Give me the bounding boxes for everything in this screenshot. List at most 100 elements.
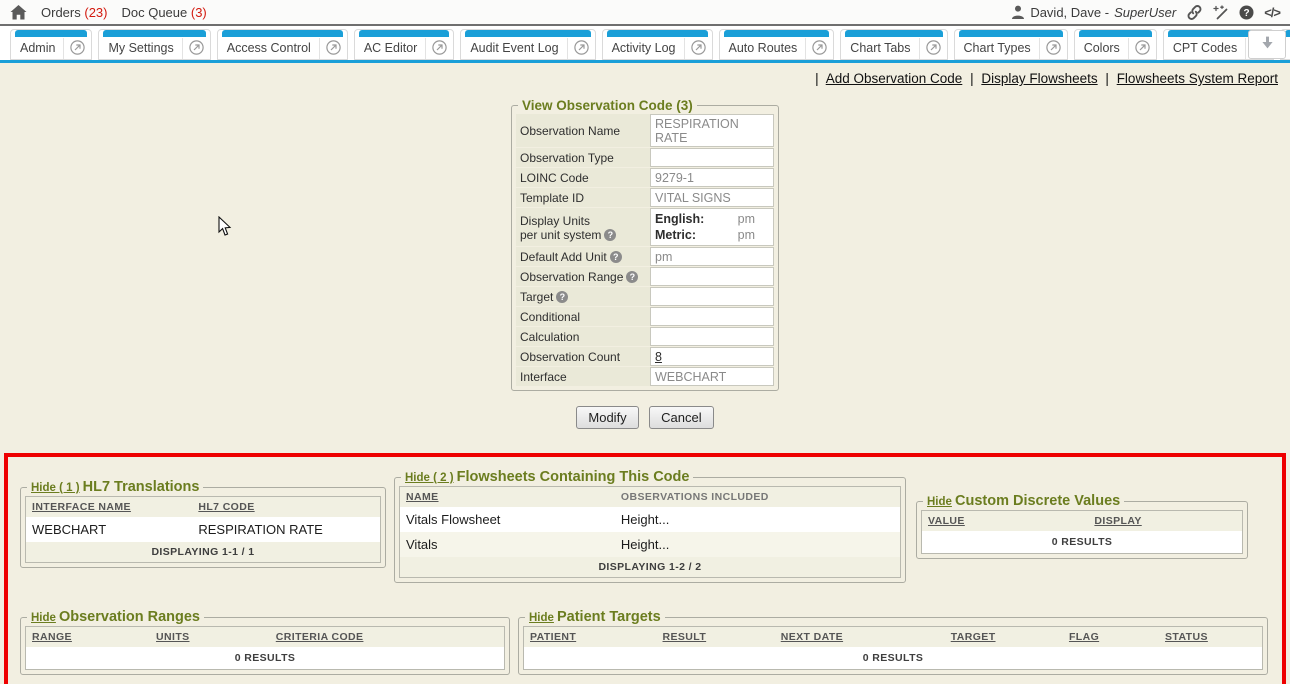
column-header[interactable]: UNITS	[150, 626, 270, 647]
column-header[interactable]: VALUE	[921, 510, 1089, 531]
observation-count-link[interactable]: 8	[655, 350, 662, 364]
help-icon[interactable]: ?	[626, 271, 639, 283]
field-label: Interface	[516, 367, 650, 386]
tab-label: Access Control	[226, 41, 311, 55]
field-value: WEBCHART	[650, 367, 774, 386]
column-header[interactable]: RANGE	[25, 626, 151, 647]
field-value: 9279-1	[650, 168, 774, 187]
displaying-text: DISPLAYING 1-2 / 2	[399, 557, 901, 578]
observation-ranges-table: RANGE UNITS CRITERIA CODE 0 RESULTS	[25, 626, 505, 670]
tab-cap	[723, 30, 830, 37]
add-observation-code-link[interactable]: Add Observation Code	[825, 71, 963, 86]
hl7-hide-link[interactable]: Hide ( 1 )	[31, 482, 80, 494]
form-buttons: Modify Cancel	[511, 406, 779, 429]
column-header[interactable]: NAME	[399, 486, 615, 507]
tab-admin[interactable]: Admin	[10, 29, 93, 60]
user-menu[interactable]: David, Dave - SuperUser	[1011, 5, 1176, 20]
column-header[interactable]: RESULT	[656, 626, 775, 647]
column-header[interactable]: CRITERIA CODE	[269, 626, 505, 647]
user-name: David, Dave -	[1030, 4, 1110, 20]
wand-icon[interactable]	[1213, 4, 1229, 20]
help-icon[interactable]: ?	[1239, 5, 1254, 20]
field-row-observation-count: Observation Count 8	[516, 347, 774, 366]
tab-cap	[606, 30, 708, 37]
form-legend: View Observation Code (3)	[522, 98, 693, 113]
field-value	[650, 327, 774, 346]
cell-observations-included: Height...	[614, 532, 901, 557]
cancel-button[interactable]: Cancel	[649, 406, 714, 429]
tab-chart-tabs[interactable]: Chart Tabs	[840, 29, 948, 60]
link-icon[interactable]	[1186, 4, 1203, 20]
nav-doc-queue[interactable]: Doc Queue (3)	[121, 5, 206, 20]
tab-divider	[318, 38, 320, 59]
column-header[interactable]: DISPLAY	[1088, 510, 1243, 531]
field-label: LOINC Code	[516, 168, 650, 187]
tab-colors[interactable]: Colors	[1073, 29, 1157, 60]
help-icon[interactable]: ?	[604, 228, 617, 241]
open-in-window-icon[interactable]	[1129, 40, 1156, 59]
table-empty-row: 0 RESULTS	[25, 647, 505, 670]
modify-button[interactable]: Modify	[576, 406, 639, 429]
open-in-window-icon[interactable]	[568, 40, 595, 59]
table-row[interactable]: Vitals Flowsheet Height...	[400, 507, 901, 532]
column-header[interactable]: NEXT DATE	[774, 626, 945, 647]
observation-ranges-legend: Hide Observation Ranges	[27, 609, 204, 625]
field-label: Calculation	[516, 327, 650, 346]
column-header[interactable]: TARGET	[944, 626, 1063, 647]
open-in-window-icon[interactable]	[685, 40, 712, 59]
open-in-window-icon[interactable]	[64, 40, 91, 59]
column-header[interactable]: STATUS	[1159, 626, 1263, 647]
table-row[interactable]: WEBCHART RESPIRATION RATE	[26, 517, 381, 542]
tab-access-control[interactable]: Access Control	[216, 29, 348, 60]
custom-discrete-hide-link[interactable]: Hide	[927, 496, 952, 508]
help-icon[interactable]: ?	[609, 251, 622, 263]
cell-hl7-code: RESPIRATION RATE	[198, 522, 323, 537]
field-row-template-id: Template ID VITAL SIGNS	[516, 188, 774, 207]
open-in-window-icon[interactable]	[1040, 40, 1067, 59]
flowsheets-hide-link[interactable]: Hide ( 2 )	[405, 472, 454, 484]
field-row-default-add-unit: Default Add Unit ? pm	[516, 247, 774, 266]
tab-overflow-button[interactable]	[1248, 30, 1286, 59]
code-icon[interactable]: </>	[1264, 5, 1281, 20]
column-header[interactable]: PATIENT	[523, 626, 657, 647]
tab-label: Colors	[1083, 41, 1120, 55]
tab-ac-editor[interactable]: AC Editor	[353, 29, 455, 60]
unit-row-english: English: pm	[655, 211, 769, 227]
tab-cap	[221, 30, 343, 37]
patient-targets-hide-link[interactable]: Hide	[529, 612, 554, 624]
help-icon[interactable]: ?	[556, 291, 569, 303]
observation-ranges-hide-link[interactable]: Hide	[31, 612, 56, 624]
flowsheets-system-report-link[interactable]: Flowsheets System Report	[1116, 71, 1278, 86]
unit-value: pm	[737, 212, 755, 226]
flowsheets-panel: Hide ( 2 ) Flowsheets Containing This Co…	[394, 469, 906, 583]
open-in-window-icon[interactable]	[320, 40, 347, 59]
table-row[interactable]: Vitals Height...	[399, 532, 901, 557]
table-footer-row: DISPLAYING 1-1 / 1	[25, 542, 381, 563]
tab-label: Activity Log	[611, 41, 676, 55]
column-header[interactable]: INTERFACE NAME	[25, 496, 193, 517]
tab-activity-log[interactable]: Activity Log	[601, 29, 713, 60]
tab-audit-event-log[interactable]: Audit Event Log	[460, 29, 596, 60]
main-content: | Add Observation Code | Display Flowshe…	[0, 63, 1290, 684]
open-in-window-icon[interactable]	[183, 40, 210, 59]
display-flowsheets-link[interactable]: Display Flowsheets	[981, 71, 1098, 86]
view-observation-code-form: View Observation Code (3) Observation Na…	[511, 98, 779, 429]
home-icon[interactable]	[10, 4, 27, 20]
patient-targets-table: PATIENT RESULT NEXT DATE TARGET FLAG STA…	[523, 626, 1263, 670]
highlight-red-box: Hide ( 1 ) HL7 Translations INTERFACE NA…	[4, 453, 1286, 684]
column-header[interactable]: FLAG	[1062, 626, 1160, 647]
field-row-conditional: Conditional	[516, 307, 774, 326]
nav-orders[interactable]: Orders (23)	[41, 5, 107, 20]
tab-label: CPT Codes	[1172, 41, 1238, 55]
column-header[interactable]: HL7 CODE	[192, 496, 381, 517]
open-in-window-icon[interactable]	[920, 40, 947, 59]
open-in-window-icon[interactable]	[426, 40, 453, 59]
open-in-window-icon[interactable]	[806, 40, 833, 59]
panel-row-1: Hide ( 1 ) HL7 Translations INTERFACE NA…	[20, 469, 1272, 583]
custom-discrete-legend: Hide Custom Discrete Values	[923, 493, 1124, 509]
tab-my-settings[interactable]: My Settings	[98, 29, 211, 60]
tab-cap	[958, 30, 1063, 37]
field-label: Display Units per unit system ?	[516, 208, 650, 246]
tab-chart-types[interactable]: Chart Types	[953, 29, 1068, 60]
tab-auto-routes[interactable]: Auto Routes	[718, 29, 835, 60]
